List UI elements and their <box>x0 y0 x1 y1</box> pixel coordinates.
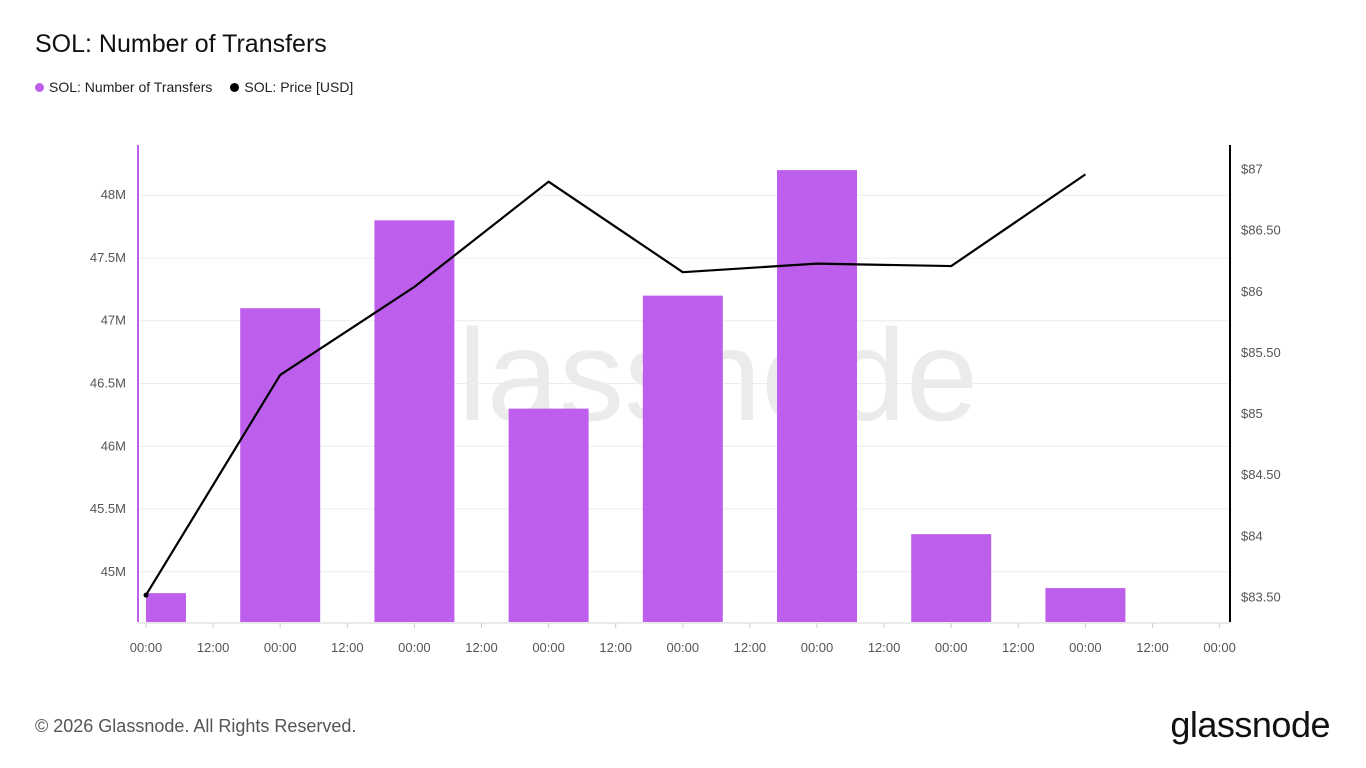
y-right-tick-label: $84.50 <box>1241 467 1281 482</box>
bar <box>642 295 723 622</box>
brand-logo: glassnode <box>1170 704 1330 745</box>
y-right-tick-label: $83.50 <box>1241 590 1281 605</box>
line-series <box>143 173 1087 598</box>
x-tick-label: 12:00 <box>868 640 901 655</box>
bar <box>911 534 992 622</box>
x-tick-label: 12:00 <box>197 640 230 655</box>
x-tick-label: 00:00 <box>532 640 565 655</box>
y-right-tick-label: $84 <box>1241 528 1263 543</box>
price-point <box>143 592 149 598</box>
x-tick-label: 00:00 <box>264 640 297 655</box>
y-left-tick-label: 47M <box>101 313 126 328</box>
x-tick-label: 12:00 <box>1002 640 1035 655</box>
y-left-tick-label: 46.5M <box>90 376 126 391</box>
legend: SOL: Number of Transfers SOL: Price [USD… <box>35 79 371 95</box>
x-tick-label: 00:00 <box>1069 640 1102 655</box>
x-tick-label: 00:00 <box>130 640 163 655</box>
y-axis-left-ticks: 45M 45.5M 46M 46.5M 47M 47.5M 48M <box>90 187 126 579</box>
y-right-tick-label: $87 <box>1241 161 1263 176</box>
legend-swatch-price <box>230 82 240 92</box>
legend-item-transfers[interactable]: SOL: Number of Transfers <box>35 79 212 95</box>
x-tick-label: 00:00 <box>398 640 431 655</box>
bar <box>777 170 857 622</box>
x-tick-label: 12:00 <box>599 640 632 655</box>
legend-swatch-transfers <box>35 82 44 92</box>
y-left-tick-label: 45M <box>101 564 126 579</box>
bar <box>508 408 589 622</box>
y-axis-right-ticks: $83.50 $84 $84.50 $85 $85.50 $86 $86.50 $87 <box>1241 161 1281 604</box>
axes <box>137 145 1231 624</box>
y-left-tick-label: 48M <box>101 187 126 202</box>
bar-series <box>146 170 1126 622</box>
y-right-tick-label: $86 <box>1241 284 1263 299</box>
y-right-tick-label: $86.50 <box>1241 223 1281 238</box>
copyright-footer: © 2026 Glassnode. All Rights Reserved. <box>35 716 357 736</box>
x-tick-label: 00:00 <box>801 640 834 655</box>
x-tick-label: 12:00 <box>734 640 767 655</box>
bar <box>374 220 455 622</box>
price-line <box>145 173 1087 596</box>
x-tick-label: 12:00 <box>465 640 498 655</box>
x-tick-label: 00:00 <box>667 640 700 655</box>
x-tick-label: 00:00 <box>1203 640 1236 655</box>
x-axis-ticks: 00:00 12:00 00:00 12:00 00:00 12:00 00:00 12:00… <box>130 623 1236 655</box>
x-tick-label: 12:00 <box>1136 640 1169 655</box>
bar <box>146 593 186 622</box>
chart-title: SOL: Number of Transfers <box>35 30 327 58</box>
legend-item-price[interactable]: SOL: Price [USD] <box>230 79 353 95</box>
y-left-tick-label: 46M <box>101 438 126 453</box>
x-tick-label: 00:00 <box>935 640 968 655</box>
y-left-tick-label: 47.5M <box>90 250 126 265</box>
bar <box>1045 588 1126 622</box>
y-right-tick-label: $85 <box>1241 406 1263 421</box>
y-right-tick-label: $85.50 <box>1241 345 1281 360</box>
bar <box>240 308 321 622</box>
legend-label-price: SOL: Price [USD] <box>244 79 354 95</box>
x-tick-label: 12:00 <box>331 640 364 655</box>
legend-label-transfers: SOL: Number of Transfers <box>49 79 213 95</box>
y-left-tick-label: 45.5M <box>90 501 126 516</box>
